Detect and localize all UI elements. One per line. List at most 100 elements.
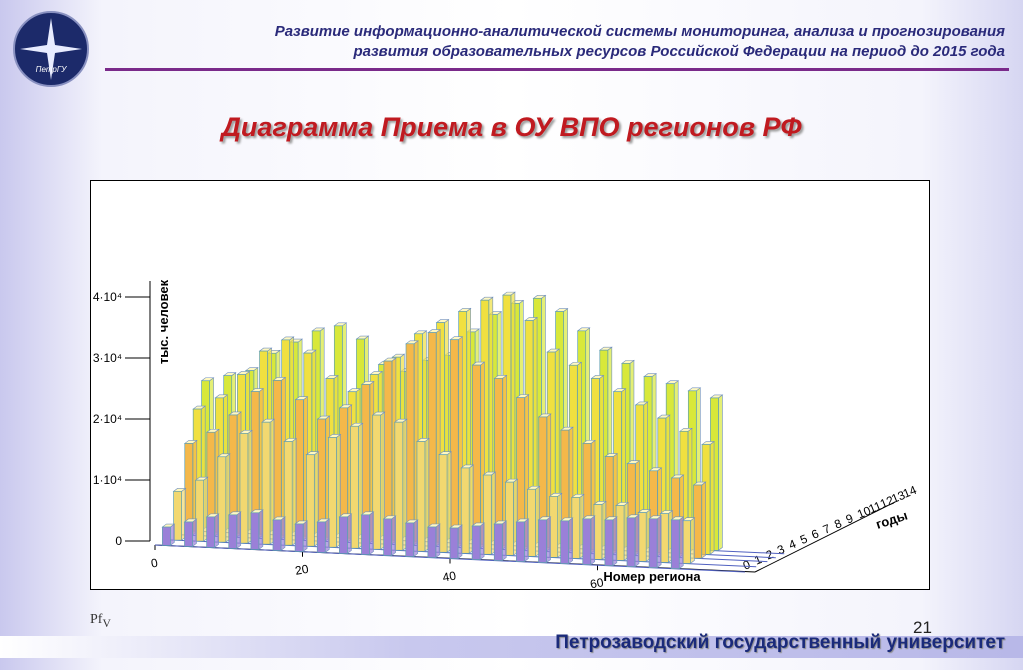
bar <box>449 339 459 548</box>
y-tick-label: 2·10⁴ <box>93 412 122 426</box>
bar <box>482 474 492 555</box>
z-axis <box>754 501 896 573</box>
bar-side <box>612 516 618 567</box>
bar-side <box>369 511 374 556</box>
bar <box>571 497 581 559</box>
x-tick-label: 20 <box>294 562 310 578</box>
bar <box>250 512 260 550</box>
bar <box>682 520 691 564</box>
bar <box>206 516 215 548</box>
bar <box>217 456 227 543</box>
bar-side <box>324 518 330 554</box>
bar-side <box>280 516 286 552</box>
bar-side <box>701 481 706 559</box>
bar <box>549 496 559 558</box>
bar <box>449 527 459 559</box>
bar <box>361 514 370 555</box>
bar <box>472 364 481 549</box>
bar-side <box>568 517 573 565</box>
bar <box>350 425 359 549</box>
z-tick-label: 12 <box>878 493 896 511</box>
y-tick-label: 1·10⁴ <box>93 473 122 487</box>
bar <box>173 490 182 541</box>
bar-side <box>634 514 640 568</box>
bar <box>295 399 304 541</box>
bar-side <box>302 520 308 553</box>
bar <box>493 523 503 561</box>
bar <box>648 518 658 568</box>
bar <box>670 519 680 569</box>
bar <box>582 518 592 565</box>
bar-side <box>524 518 529 563</box>
x-tick-label: 60 <box>589 575 605 591</box>
bar <box>272 519 282 551</box>
bar-side <box>435 523 441 559</box>
z-tick-label: 4 <box>787 537 799 553</box>
z-tick-label: 13 <box>889 488 907 506</box>
bar <box>239 433 249 544</box>
bar-side <box>413 519 419 558</box>
bar-side <box>656 515 662 569</box>
x-tick-label: 0 <box>150 556 159 571</box>
bar-side <box>590 515 596 566</box>
slide-title: Диаграмма Приема в ОУ ВПО регионов РФ <box>221 112 802 142</box>
bar <box>294 523 304 552</box>
z-tick-label: 9 <box>844 511 856 527</box>
z-tick-label: 7 <box>821 521 833 537</box>
bar <box>438 454 448 553</box>
bar-side <box>501 520 507 562</box>
z-tick-label: 3 <box>775 542 787 558</box>
z-tick-label: 10 <box>855 503 873 521</box>
bar-side <box>479 522 485 561</box>
x-tick-label: 40 <box>442 568 458 584</box>
bar-side <box>258 509 264 550</box>
bar-side <box>170 523 175 546</box>
bar <box>471 525 481 560</box>
z-tick-label: 11 <box>867 498 884 516</box>
bar <box>560 520 569 564</box>
z-tick-label: 1 <box>752 552 764 568</box>
bar <box>527 488 536 557</box>
bar <box>228 514 238 549</box>
bar <box>195 479 205 542</box>
bar <box>184 521 193 547</box>
bar <box>593 504 603 560</box>
z-tick-label: 14 <box>901 483 919 501</box>
bar <box>637 512 647 562</box>
logo: ПетрГУ <box>13 11 89 87</box>
bar <box>604 519 614 566</box>
bar-side <box>457 524 463 560</box>
x-axis-label: Номер региона <box>603 569 701 584</box>
bar <box>405 343 415 546</box>
bar-side <box>236 511 242 549</box>
bar-side <box>678 516 684 570</box>
bar-side <box>709 440 715 555</box>
z-tick-label: 6 <box>809 526 821 542</box>
header-line: развития образовательных ресурсов Россий… <box>353 43 1005 60</box>
header-line: Развитие информационно-аналитической сис… <box>274 23 1005 40</box>
bar <box>272 380 282 540</box>
rule <box>105 68 1009 71</box>
bar <box>283 441 293 546</box>
bar <box>516 521 525 562</box>
y-tick-label: 4·10⁴ <box>93 290 122 304</box>
bar <box>460 467 470 554</box>
page-number: 21 <box>913 618 932 637</box>
y-tick-label: 0 <box>115 534 122 548</box>
footer: Петрозаводский государственный университ… <box>555 632 1005 653</box>
bar-side <box>546 516 551 564</box>
bar <box>328 437 337 548</box>
bar <box>316 521 326 553</box>
bar <box>162 526 171 546</box>
bar-side <box>214 513 219 548</box>
bar <box>416 441 426 552</box>
z-tick-label: 2 <box>764 547 776 563</box>
bar <box>538 519 547 563</box>
bar-side <box>690 517 695 565</box>
bar <box>626 517 636 567</box>
bar <box>693 484 703 559</box>
bar <box>339 516 348 554</box>
y-tick-label: 3·10⁴ <box>93 351 122 365</box>
